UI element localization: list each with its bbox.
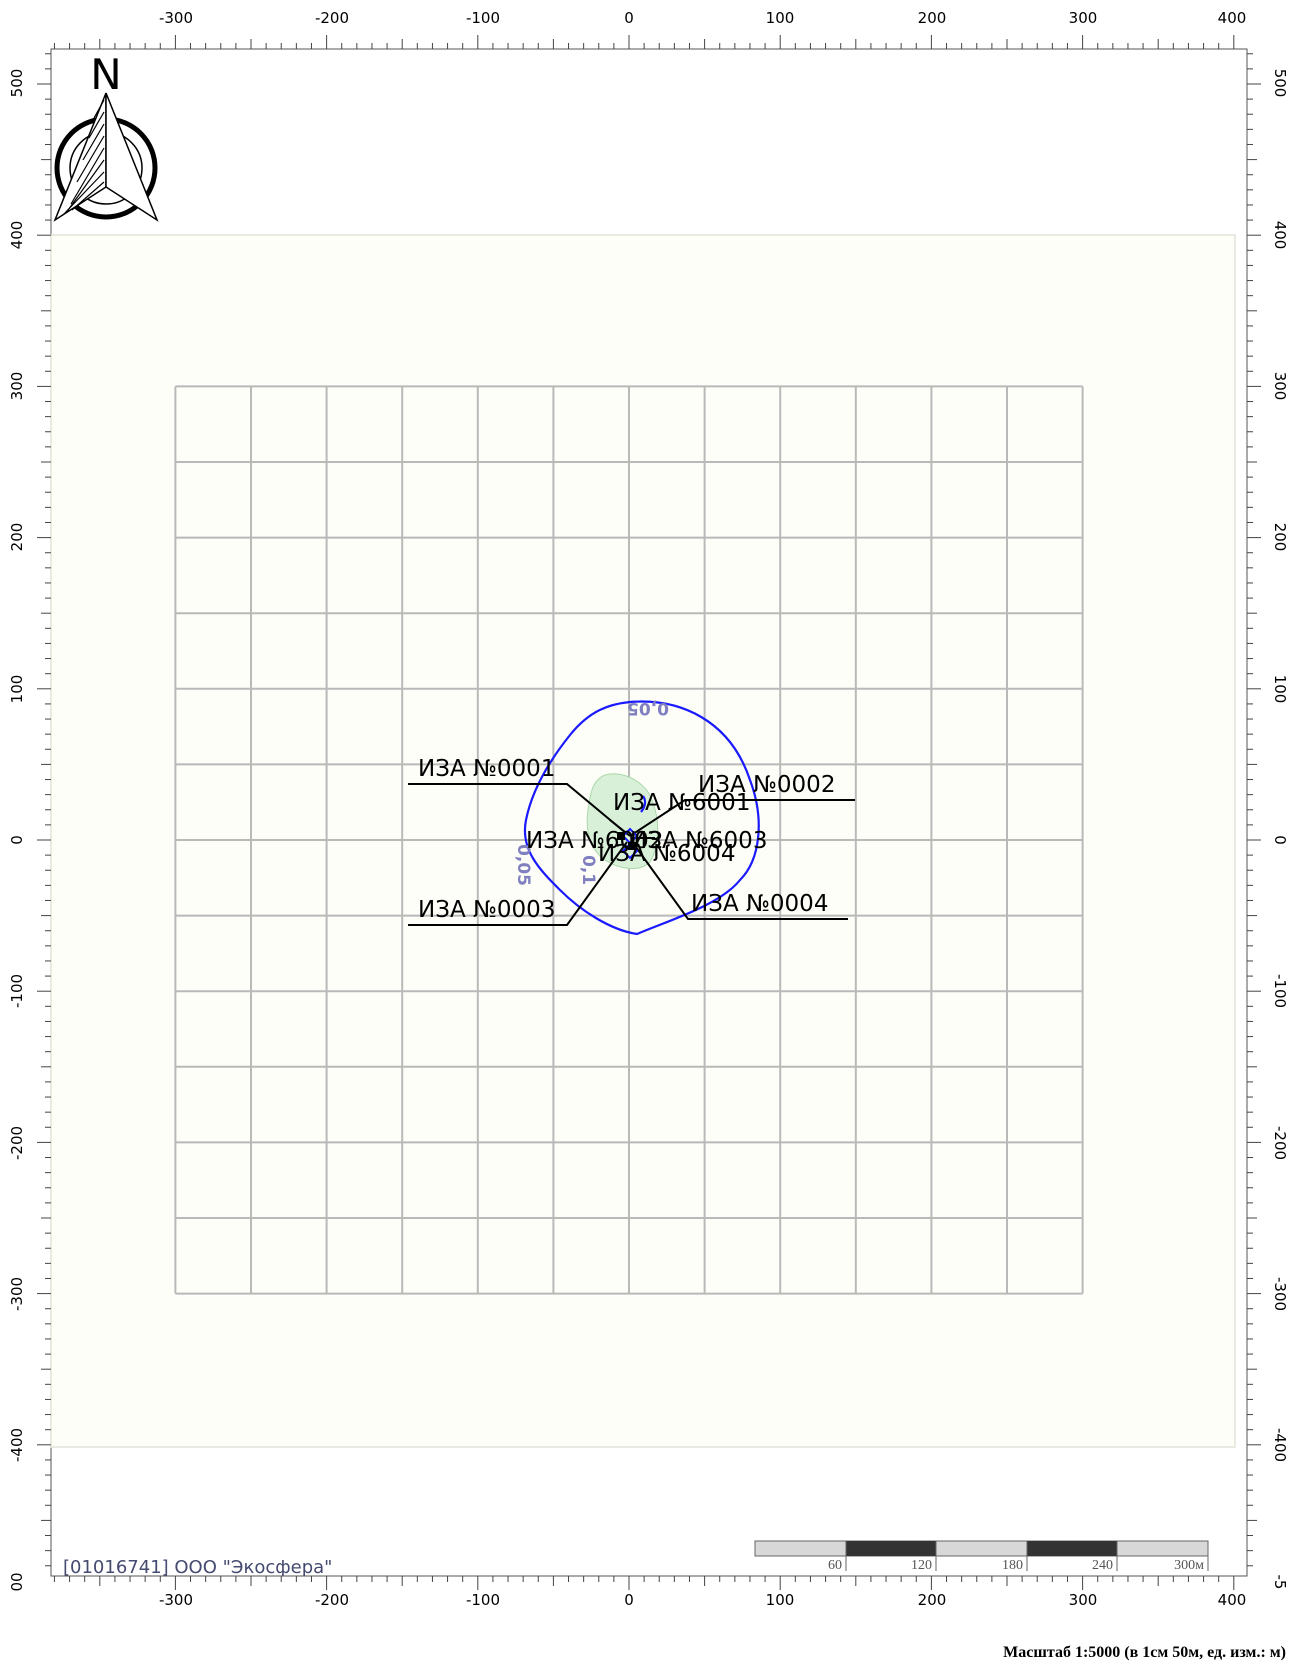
x-tick-label: -300 [159, 1591, 193, 1609]
scale-bar-label: 240 [1092, 1558, 1113, 1573]
top-ruler: -300 -200 -100 0 100 200 300 400 [159, 9, 1246, 27]
y-tick-label: -400 [1271, 1428, 1289, 1462]
north-label: N [90, 50, 121, 99]
y-tick-label: 300 [1271, 372, 1289, 401]
source-label: ИЗА №6001 [613, 790, 750, 816]
source-label: ИЗА №0004 [691, 891, 828, 917]
x-tick-label: 400 [1218, 9, 1247, 27]
x-tick-label: -100 [466, 9, 500, 27]
ruler-ticks [37, 35, 1261, 1590]
bottom-ruler: -300 -200 -100 0 100 200 300 400 [159, 1591, 1246, 1609]
source-label: ИЗА №0002 [698, 772, 835, 798]
y-tick-label: -300 [1271, 1277, 1289, 1311]
right-ruler: 500 400 300 200 100 0 -100 -200 -300 -40… [1271, 69, 1289, 1590]
x-tick-label: 100 [766, 1591, 795, 1609]
x-tick-label: -200 [315, 9, 349, 27]
source-label: ИЗА №6002 [526, 828, 663, 854]
y-tick-label: -100 [1271, 974, 1289, 1008]
y-tick-label: 0 [8, 835, 26, 845]
source-markers [617, 827, 639, 860]
scale-caption: Масштаб 1:5000 (в 1см 50м, ед. изм.: м) [1003, 1644, 1286, 1661]
y-tick-label: -100 [8, 974, 26, 1008]
y-tick-label: 100 [1271, 675, 1289, 704]
y-tick-label: -400 [8, 1428, 26, 1462]
isoline-label: 0,05 [513, 844, 533, 886]
company-label: [01016741] ООО "Экосфера" [63, 1557, 332, 1578]
source-label: ИЗА №0001 [418, 756, 555, 782]
x-tick-label: -200 [315, 1591, 349, 1609]
x-tick-label: 0 [624, 1591, 634, 1609]
isoline-0-05 [523, 700, 760, 936]
y-tick-label: 200 [8, 523, 26, 552]
y-tick-label: 00 [8, 1572, 26, 1591]
y-tick-label: -300 [8, 1277, 26, 1311]
x-tick-label: 400 [1218, 1591, 1247, 1609]
x-tick-label: 0 [624, 9, 634, 27]
isoline-label: 0,1 [578, 855, 598, 885]
source-label: ИЗА №6004 [598, 841, 735, 867]
y-tick-label: 300 [8, 372, 26, 401]
isoline-inner [640, 795, 647, 813]
north-arrow-icon: N [53, 50, 159, 222]
y-tick-label: 400 [1271, 221, 1289, 250]
y-tick-label: 400 [8, 221, 26, 250]
scale-bar-label: 300м [1174, 1558, 1204, 1573]
isoline-label: 0,05 [627, 698, 669, 718]
scale-bar-label: 120 [911, 1558, 932, 1573]
x-tick-label: 300 [1069, 9, 1098, 27]
x-tick-label: 200 [918, 1591, 947, 1609]
scale-bar-label: 60 [828, 1558, 842, 1573]
x-tick-label: 100 [766, 9, 795, 27]
concentration-zone [586, 773, 659, 869]
y-tick-label: 200 [1271, 523, 1289, 552]
y-tick-label: -200 [1271, 1126, 1289, 1160]
x-tick-label: -100 [466, 1591, 500, 1609]
x-tick-label: -300 [159, 9, 193, 27]
y-tick-label: 0 [1271, 835, 1289, 845]
y-tick-label: 500 [1271, 69, 1289, 98]
y-tick-label: 500 [8, 69, 26, 98]
y-tick-label: -5 [1271, 1575, 1289, 1590]
scale-bar: 60 120 180 240 300м [754, 1540, 1209, 1573]
y-tick-label: 100 [8, 675, 26, 704]
x-tick-label: 200 [918, 9, 947, 27]
y-tick-label: -200 [8, 1126, 26, 1160]
scale-bar-label: 180 [1002, 1558, 1023, 1573]
left-ruler: 500 400 300 200 100 0 -100 -200 -300 -40… [8, 69, 26, 1592]
source-label: ИЗА №0003 [418, 897, 555, 923]
source-label: ИЗА №6003 [630, 828, 767, 854]
x-tick-label: 300 [1069, 1591, 1098, 1609]
